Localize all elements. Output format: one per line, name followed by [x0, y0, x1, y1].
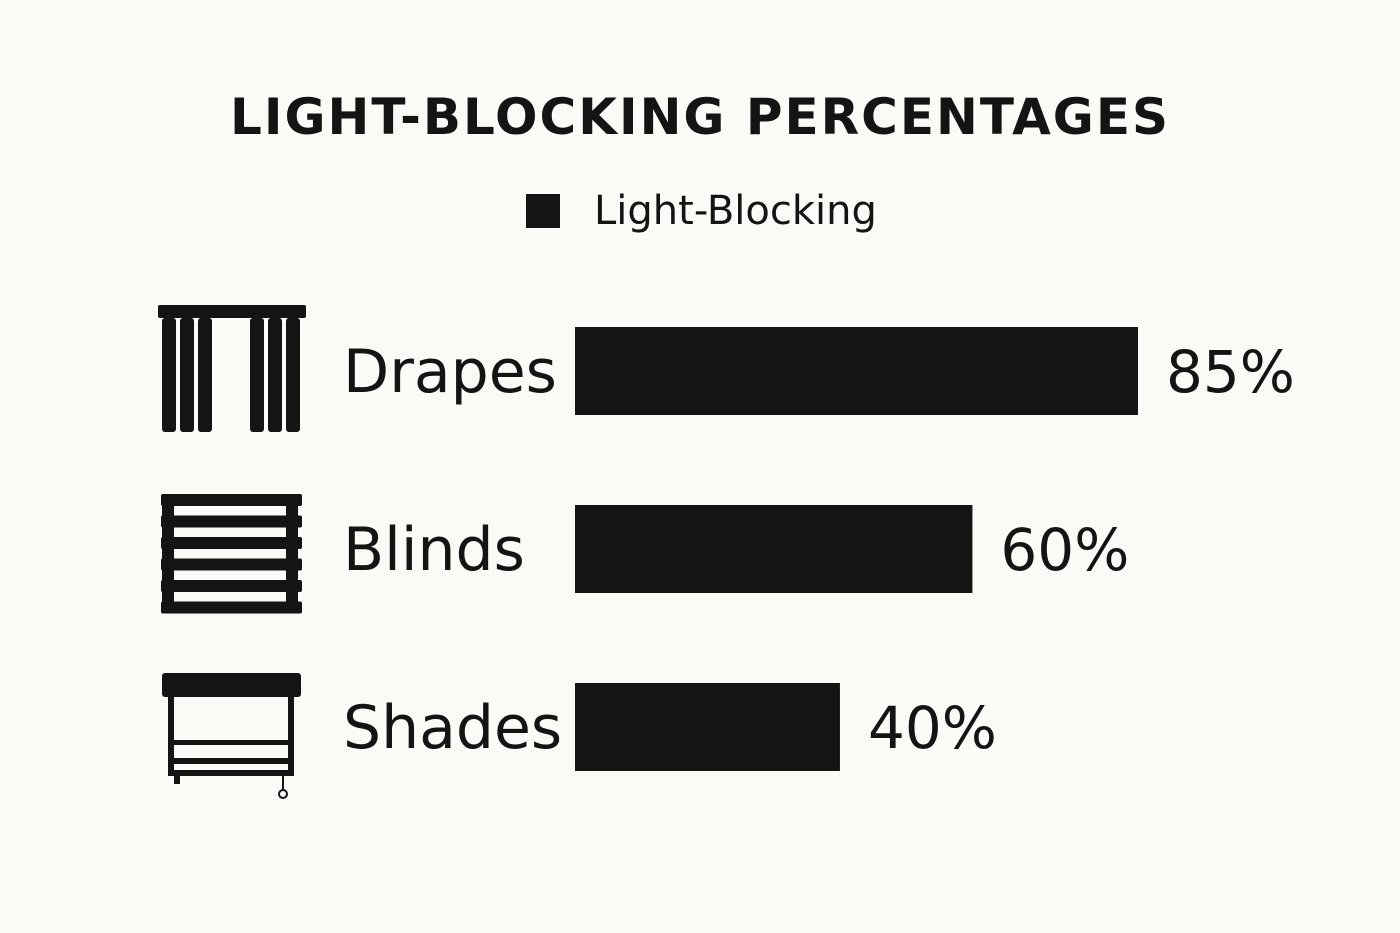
- legend: Light-Blocking: [526, 186, 877, 236]
- value-label: 40%: [868, 694, 997, 762]
- category-label: Drapes: [343, 337, 557, 407]
- drapes-icon: [158, 305, 306, 432]
- category-label: Blinds: [343, 515, 525, 585]
- blinds-icon: [161, 494, 302, 614]
- legend-label: Light-Blocking: [594, 188, 877, 234]
- category-label: Shades: [343, 693, 562, 763]
- bar-blinds: [575, 505, 973, 593]
- value-label: 85%: [1166, 338, 1295, 406]
- shades-icon: [162, 673, 301, 799]
- value-label: 60%: [1000, 516, 1129, 584]
- chart-title: LIGHT-BLOCKING PERCENTAGES: [229, 88, 1170, 146]
- bar-drapes: [575, 327, 1138, 415]
- bar-shades: [575, 683, 840, 771]
- legend-swatch: [526, 194, 560, 228]
